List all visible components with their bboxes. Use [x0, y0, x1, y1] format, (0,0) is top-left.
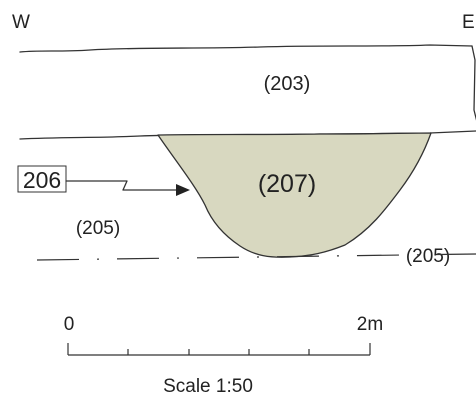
scale-caption: Scale 1:50: [163, 376, 253, 397]
layer-205-left-label: (205): [76, 218, 120, 239]
layer-205-right-label: (205): [406, 246, 450, 267]
cut-leader-line: [65, 180, 179, 191]
scale-end-label: 2m: [357, 314, 383, 335]
layer-207-label: (207): [258, 170, 316, 198]
layer-203-label: (203): [264, 73, 311, 95]
scale-start-label: 0: [64, 314, 75, 335]
east-label: E: [462, 12, 475, 33]
cut-leader-arrowhead: [176, 184, 190, 196]
scale-bar: [67, 343, 371, 356]
cut-206-label: 206: [23, 167, 61, 193]
cut-206-fill-207: [157, 132, 432, 258]
ground-surface-line: [19, 44, 473, 53]
cut-206-box: [17, 165, 67, 193]
east-edge-line: [471, 45, 476, 121]
west-label: W: [12, 12, 30, 33]
